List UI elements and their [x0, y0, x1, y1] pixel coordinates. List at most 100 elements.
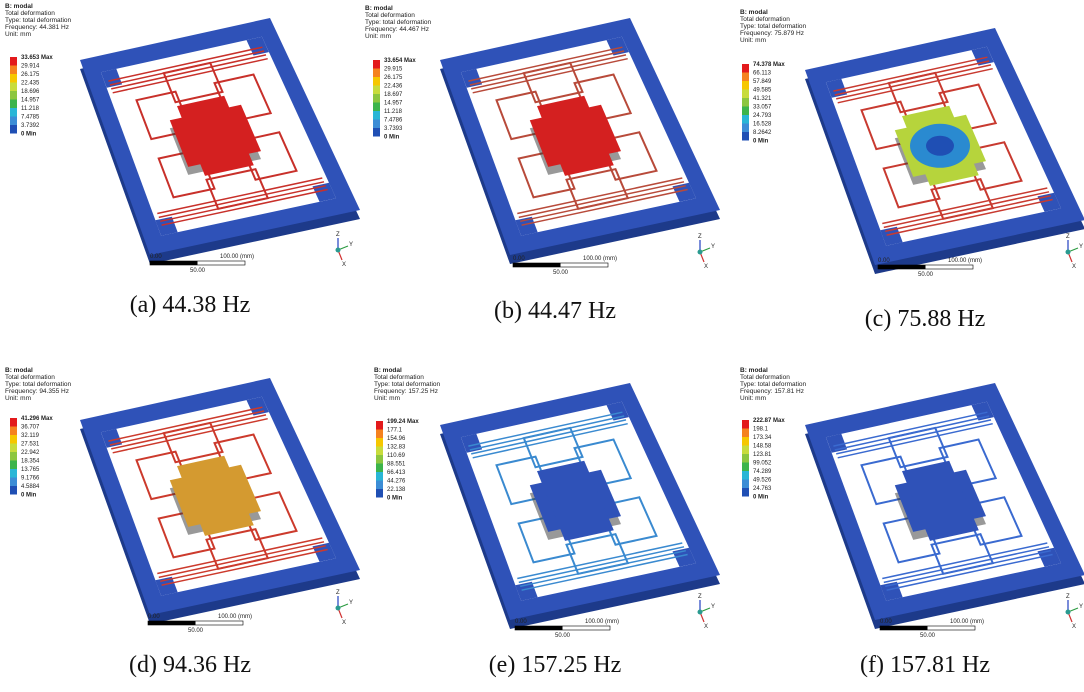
legend-swatch	[10, 117, 17, 126]
axis-label: Z	[1066, 594, 1070, 600]
legend-swatch	[373, 77, 380, 86]
legend-swatch	[742, 480, 749, 489]
legend-label: 198.1	[753, 427, 769, 433]
scale-bar-fill	[150, 261, 198, 265]
caption: (c) 75.88 Hz	[865, 306, 986, 332]
legend-label: 0 Min	[384, 135, 400, 141]
legend-label: 3.7393	[384, 126, 403, 132]
scale-bar-fill	[880, 626, 928, 630]
scale-end: 100.00 (mm)	[220, 254, 254, 260]
legend-swatch	[742, 124, 749, 133]
scale-end: 100.00 (mm)	[218, 614, 252, 620]
axis-label: X	[342, 620, 346, 626]
legend-label: 49.585	[753, 88, 772, 94]
scale-start: 0.00	[878, 258, 890, 264]
legend-label: 33.057	[753, 105, 772, 111]
legend-label: 110.69	[387, 453, 406, 459]
legend-swatch	[373, 94, 380, 103]
scale-start: 0.00	[513, 256, 525, 262]
legend-swatch	[376, 430, 383, 439]
header-line: Type: total deformation	[5, 381, 72, 388]
legend-label: 36.707	[21, 425, 40, 431]
axis-label: Y	[1079, 604, 1083, 610]
scale-mid: 50.00	[918, 272, 934, 278]
legend-label: 29.915	[384, 67, 403, 73]
axis-label: Y	[711, 244, 715, 250]
panel: B: modalTotal deformationType: total def…	[5, 3, 360, 318]
legend-swatch	[742, 446, 749, 455]
header-line: Frequency: 44.467 Hz	[365, 26, 429, 33]
legend-label: 27.531	[21, 442, 40, 448]
header-line: Type: total deformation	[5, 17, 72, 24]
panel: B: modalTotal deformationType: total def…	[374, 367, 720, 678]
axis-label: X	[1072, 264, 1076, 270]
header-line: Type: total deformation	[740, 23, 807, 30]
legend-swatch	[742, 107, 749, 116]
panel: B: modalTotal deformationType: total def…	[740, 9, 1084, 332]
legend-swatch	[10, 478, 17, 487]
axis-label: Z	[698, 594, 702, 600]
legend-label: 14.957	[21, 98, 40, 104]
legend-swatch	[10, 435, 17, 444]
legend-label: 22.942	[21, 450, 40, 456]
legend-label: 44.276	[387, 479, 406, 485]
axis-label: Y	[349, 242, 353, 248]
caption: (e) 157.25 Hz	[489, 652, 622, 678]
header-line: Frequency: 94.355 Hz	[5, 388, 69, 395]
header-line: Total deformation	[365, 12, 415, 19]
header-line: Unit: mm	[740, 395, 766, 402]
legend-label: 99.052	[753, 461, 772, 467]
header-line: Unit: mm	[365, 33, 391, 40]
legend-swatch	[373, 60, 380, 69]
header-line: Unit: mm	[740, 37, 766, 44]
legend-swatch	[376, 421, 383, 430]
triad-origin	[336, 606, 341, 611]
legend-label: 29.914	[21, 64, 40, 70]
legend-label: 3.7392	[21, 123, 40, 129]
legend-label: 14.957	[384, 101, 403, 107]
scale-end: 100.00 (mm)	[585, 619, 619, 625]
axis-label: Y	[1079, 244, 1083, 250]
legend-swatch	[742, 81, 749, 90]
header-line: B: modal	[5, 3, 33, 10]
scale-start: 0.00	[148, 614, 160, 620]
legend-label: 18.697	[384, 92, 403, 98]
legend-label: 0 Min	[21, 493, 37, 499]
legend-swatch	[10, 427, 17, 436]
legend-label: 22.436	[384, 84, 403, 90]
axis-label: Z	[698, 234, 702, 240]
legend-swatch	[10, 83, 17, 92]
header-line: Frequency: 75.879 Hz	[740, 30, 804, 37]
scale-mid: 50.00	[188, 628, 204, 634]
mode-ring	[926, 136, 954, 156]
legend-label: 88.551	[387, 462, 406, 468]
legend-swatch	[10, 57, 17, 66]
scale-bar-fill	[148, 621, 196, 625]
legend-label: 123.81	[753, 452, 772, 458]
header-line: Total deformation	[5, 374, 55, 381]
legend-label: 26.175	[384, 75, 403, 81]
legend-swatch	[376, 447, 383, 456]
legend-swatch	[742, 429, 749, 438]
header-line: B: modal	[740, 9, 768, 16]
axis-label: Z	[336, 590, 340, 596]
legend-swatch	[373, 103, 380, 112]
scale-mid: 50.00	[555, 633, 571, 639]
legend-label: 9.1766	[21, 476, 40, 482]
caption: (a) 44.38 Hz	[130, 292, 251, 318]
legend-label: 199.24 Max	[387, 419, 419, 425]
scale-start: 0.00	[150, 254, 162, 260]
header-line: Frequency: 157.25 Hz	[374, 388, 438, 395]
legend-swatch	[10, 444, 17, 453]
axis-label: X	[342, 262, 346, 268]
scale-mid: 50.00	[190, 268, 206, 274]
legend-label: 74.378 Max	[753, 62, 785, 68]
legend-label: 13.765	[21, 467, 40, 473]
triad-origin	[1066, 610, 1071, 615]
legend-swatch	[742, 471, 749, 480]
axis-label: Y	[711, 604, 715, 610]
header-line: Total deformation	[740, 16, 790, 23]
legend-swatch	[10, 469, 17, 478]
legend-swatch	[373, 128, 380, 137]
